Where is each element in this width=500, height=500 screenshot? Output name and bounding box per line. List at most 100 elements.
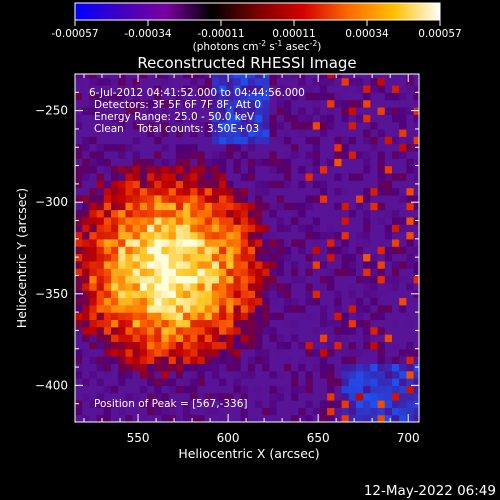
- image-pixel: [341, 407, 350, 416]
- image-pixel: [319, 224, 328, 233]
- image-pixel: [363, 121, 371, 130]
- image-pixel: [190, 84, 199, 93]
- image-pixel: [406, 356, 415, 364]
- image-pixel: [240, 341, 249, 350]
- image-pixel: [89, 341, 98, 350]
- image-pixel: [255, 400, 263, 408]
- image-pixel: [283, 84, 292, 93]
- image-pixel: [118, 392, 127, 401]
- image-pixel: [291, 121, 299, 130]
- image-pixel: [233, 128, 242, 137]
- image-pixel: [291, 231, 299, 240]
- image-pixel: [125, 187, 134, 196]
- image-pixel: [183, 363, 191, 372]
- image-pixel: [154, 260, 163, 269]
- image-pixel: [247, 312, 256, 321]
- image-pixel: [262, 231, 271, 240]
- image-pixel: [161, 172, 170, 181]
- image-pixel: [89, 290, 98, 299]
- image-pixel: [183, 231, 191, 240]
- image-pixel: [132, 194, 141, 203]
- image-pixel: [226, 143, 235, 152]
- image-pixel: [391, 136, 400, 145]
- image-pixel: [96, 194, 105, 203]
- image-pixel: [183, 202, 191, 211]
- image-pixel: [348, 187, 357, 196]
- image-pixel: [233, 304, 242, 313]
- image-pixel: [291, 253, 299, 262]
- image-pixel: [89, 400, 98, 408]
- image-pixel: [363, 99, 371, 108]
- image-pixel: [82, 246, 91, 255]
- image-pixel: [132, 378, 141, 386]
- image-pixel: [125, 143, 134, 152]
- image-pixel: [312, 224, 321, 233]
- image-pixel: [399, 158, 407, 167]
- image-pixel: [255, 260, 263, 269]
- image-pixel: [305, 187, 314, 196]
- image-pixel: [298, 209, 307, 218]
- image-pixel: [190, 282, 199, 291]
- image-pixel: [147, 114, 155, 123]
- image-pixel: [139, 370, 148, 379]
- image-pixel: [147, 136, 155, 145]
- image-pixel: [197, 202, 206, 211]
- image-pixel: [175, 414, 184, 422]
- image-pixel: [139, 194, 148, 203]
- image-pixel: [377, 275, 386, 284]
- image-pixel: [341, 180, 350, 189]
- image-pixel: [132, 246, 141, 255]
- image-pixel: [413, 77, 419, 86]
- image-pixel: [384, 363, 393, 372]
- image-pixel: [370, 216, 379, 225]
- image-pixel: [132, 326, 141, 335]
- image-pixel: [305, 136, 314, 145]
- image-pixel: [233, 143, 242, 152]
- image-pixel: [89, 74, 98, 79]
- image-pixel: [384, 92, 393, 101]
- image-pixel: [247, 74, 256, 79]
- image-pixel: [118, 414, 127, 422]
- image-pixel: [111, 253, 119, 262]
- image-pixel: [75, 297, 83, 306]
- image-pixel: [406, 150, 415, 159]
- image-pixel: [233, 209, 242, 218]
- image-pixel: [139, 356, 148, 364]
- image-pixel: [413, 246, 419, 255]
- image-pixel: [355, 356, 364, 364]
- image-pixel: [391, 326, 400, 335]
- image-pixel: [103, 400, 112, 408]
- image-pixel: [370, 253, 379, 262]
- image-pixel: [96, 84, 105, 93]
- image-pixel: [247, 224, 256, 233]
- image-pixel: [298, 356, 307, 364]
- image-pixel: [89, 202, 98, 211]
- image-pixel: [168, 77, 177, 86]
- image-pixel: [334, 180, 343, 189]
- image-pixel: [204, 194, 213, 203]
- image-pixel: [96, 414, 105, 422]
- image-pixel: [125, 77, 134, 86]
- image-pixel: [262, 172, 271, 181]
- image-pixel: [118, 356, 127, 364]
- image-pixel: [161, 128, 170, 137]
- image-pixel: [118, 246, 127, 255]
- image-pixel: [363, 180, 371, 189]
- image-pixel: [370, 341, 379, 350]
- image-pixel: [391, 363, 400, 372]
- image-pixel: [183, 238, 191, 247]
- image-pixel: [262, 407, 271, 416]
- image-pixel: [319, 260, 328, 269]
- image-pixel: [276, 407, 285, 416]
- image-pixel: [399, 319, 407, 328]
- image-pixel: [183, 165, 191, 174]
- image-pixel: [233, 99, 242, 108]
- image-pixel: [399, 121, 407, 130]
- image-pixel: [233, 356, 242, 364]
- image-pixel: [125, 304, 134, 313]
- image-pixel: [147, 356, 155, 364]
- image-pixel: [161, 341, 170, 350]
- image-pixel: [298, 260, 307, 269]
- image-pixel: [139, 121, 148, 130]
- image-pixel: [384, 194, 393, 203]
